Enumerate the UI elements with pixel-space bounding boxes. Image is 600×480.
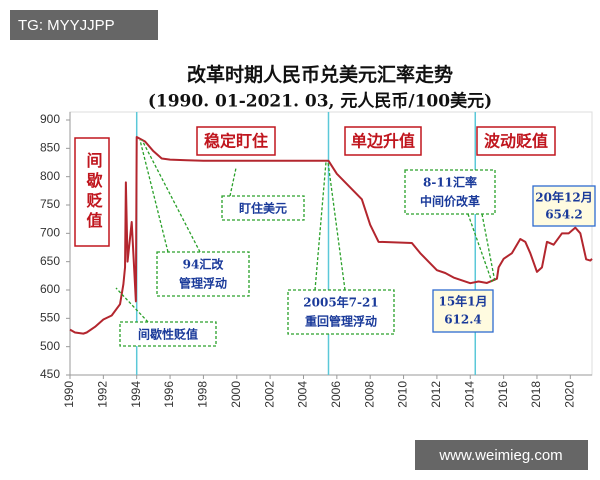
footer: www.weimieg.com bbox=[438, 447, 562, 464]
x-tick-label: 2020 bbox=[562, 381, 576, 408]
x-tick-label: 1994 bbox=[129, 381, 143, 408]
y-tick-label: 800 bbox=[40, 169, 60, 183]
x-tick-label: 2012 bbox=[429, 381, 443, 408]
annotation: 20年12月 bbox=[535, 190, 592, 205]
x-tick-label: 1998 bbox=[196, 381, 210, 408]
annotation: 中间价改革 bbox=[420, 194, 480, 209]
phase-label: 间歇贬值 bbox=[84, 151, 104, 232]
annotation: 盯住美元 bbox=[239, 201, 287, 216]
annotation: 15年1月 bbox=[438, 294, 487, 309]
annotation: 94汇改 bbox=[183, 257, 225, 272]
phase-box bbox=[196, 126, 276, 156]
line bbox=[69, 136, 593, 335]
phase-box bbox=[476, 126, 556, 156]
x-tick-label: 2008 bbox=[362, 381, 376, 408]
phase-label: 单边升值 bbox=[351, 132, 415, 151]
phase-box bbox=[344, 126, 422, 156]
x-tick-label: 2004 bbox=[296, 381, 310, 408]
annotation: 8-11汇率 bbox=[423, 175, 477, 190]
footer-box bbox=[415, 440, 588, 470]
arrow bbox=[314, 161, 346, 291]
y-tick-label: 850 bbox=[40, 141, 60, 155]
annotation-box bbox=[404, 169, 496, 215]
y-tick-label: 500 bbox=[40, 339, 60, 353]
x-tick-label: 2006 bbox=[329, 381, 343, 408]
phase-label: 稳定盯住 bbox=[204, 132, 268, 151]
chart-title: 改革时期人民币兑美元汇率走势 bbox=[187, 63, 453, 86]
annotation: 612.4 bbox=[444, 313, 482, 327]
x-tick-label: 2010 bbox=[396, 381, 410, 408]
annotation-box bbox=[432, 289, 494, 333]
annotation: 重回管理浮动 bbox=[305, 314, 377, 329]
annotation-box bbox=[532, 185, 596, 227]
y-tick-label: 600 bbox=[40, 282, 60, 296]
annotation: 间歇性贬值 bbox=[138, 327, 198, 342]
x-tick-label: 2002 bbox=[262, 381, 276, 408]
arrow bbox=[139, 139, 201, 253]
annotation: 管理浮动 bbox=[179, 276, 227, 291]
x-tick-label: 2014 bbox=[462, 381, 476, 408]
x-tick-label: 1996 bbox=[162, 381, 176, 408]
arrow bbox=[467, 213, 496, 283]
annotation-box bbox=[156, 251, 250, 297]
y-tick-label: 650 bbox=[40, 254, 60, 268]
arrow bbox=[115, 287, 149, 323]
y-tick-label: 700 bbox=[40, 226, 60, 240]
annotation-box bbox=[287, 289, 395, 335]
y-tick-label: 750 bbox=[40, 197, 60, 211]
x-tick-label: 2000 bbox=[229, 381, 243, 408]
arrow bbox=[229, 167, 237, 197]
chart-subtitle: (1990. 01-2021. 03, 元人民币/100美元) bbox=[148, 91, 492, 112]
x-tick-label: 1990 bbox=[62, 381, 76, 408]
watermark-box bbox=[10, 10, 158, 40]
phase-box bbox=[74, 137, 110, 247]
annotation-box bbox=[119, 321, 217, 347]
x-tick-label: 1992 bbox=[96, 381, 110, 408]
y-tick-label: 900 bbox=[40, 112, 60, 126]
plot: 450 500 550 600 650 700 750 800 850 900 1990 1992 19… bbox=[40, 111, 593, 408]
annotation: 654.2 bbox=[545, 208, 583, 222]
x-tick-label: 2016 bbox=[496, 381, 510, 408]
watermark: TG: MYYJJPP bbox=[18, 17, 115, 34]
annotation: 2005年7-21 bbox=[303, 295, 378, 310]
y-tick-label: 550 bbox=[40, 311, 60, 325]
annotation-box bbox=[221, 195, 305, 221]
y-tick-label: 450 bbox=[40, 367, 60, 381]
phase-label: 波动贬值 bbox=[484, 132, 548, 151]
x-tick-label: 2018 bbox=[529, 381, 543, 408]
